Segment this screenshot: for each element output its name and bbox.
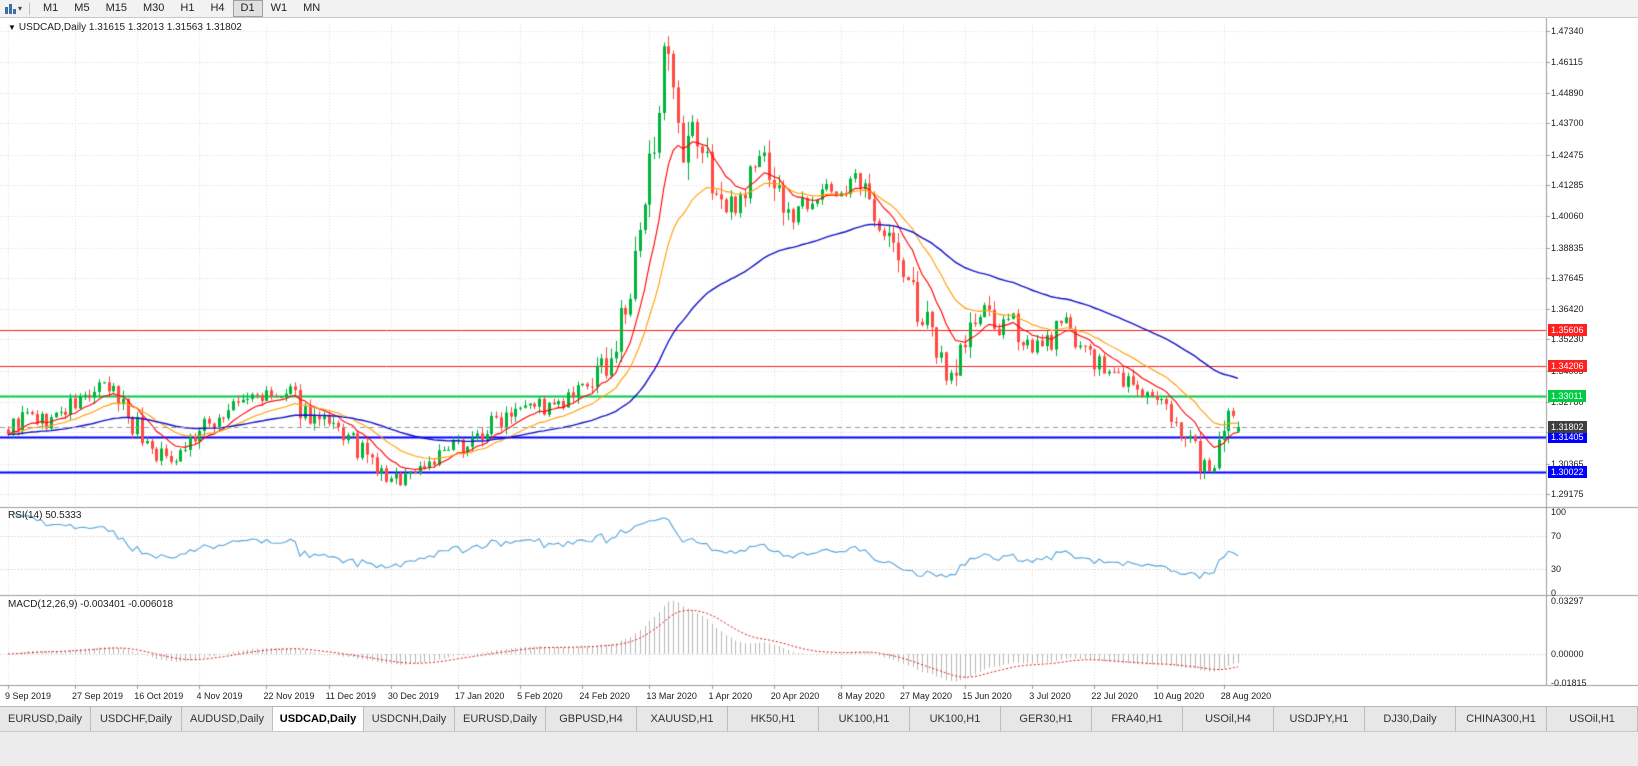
chart-tabs-bar: EURUSD,Daily USDCHF,Daily AUDUSD,Daily USDC… xyxy=(0,706,1638,731)
date-axis-label: 4 Nov 2019 xyxy=(196,691,243,701)
timeframe-button-M30[interactable]: M30 xyxy=(135,0,172,17)
price-axis-label: 1.42475 xyxy=(1551,149,1584,160)
date-axis-label: 28 Aug 2020 xyxy=(1220,691,1272,701)
date-axis-label: 13 Mar 2020 xyxy=(646,691,697,701)
date-axis-label: 5 Feb 2020 xyxy=(517,691,563,701)
chart-tab-USOil-H4[interactable]: USOil,H4 xyxy=(1183,707,1274,731)
chart-type-caret-icon[interactable]: ▾ xyxy=(18,4,23,13)
chart-tab-HK50-H1[interactable]: HK50,H1 xyxy=(728,707,819,731)
chart-tab-EURUSD-Daily[interactable]: EURUSD,Daily xyxy=(455,707,546,731)
price-level-badge: 1.31405 xyxy=(1548,431,1587,443)
timeframe-button-M5[interactable]: M5 xyxy=(66,0,97,17)
rsi-title: RSI(14) 50.5333 xyxy=(8,510,82,521)
chart-tab-DJ30-Daily[interactable]: DJ30,Daily xyxy=(1365,707,1456,731)
timeframe-button-H1[interactable]: H1 xyxy=(172,0,202,17)
chart-title-text: USDCAD,Daily 1.31615 1.32013 1.31563 1.3… xyxy=(18,22,242,33)
date-axis-label: 17 Jan 2020 xyxy=(454,691,505,701)
price-axis-label: 1.38835 xyxy=(1551,242,1584,253)
macd-axis-label: 0.00000 xyxy=(1551,648,1584,659)
price-axis-label: 1.47340 xyxy=(1551,25,1584,36)
timeframe-button-D1[interactable]: D1 xyxy=(232,0,263,17)
chart-tab-UK100-H1[interactable]: UK100,H1 xyxy=(819,707,910,731)
price-level-badge: 1.34206 xyxy=(1548,359,1587,372)
current-price-badge: 1.31802 xyxy=(1548,420,1587,433)
timeframe-button-H4[interactable]: H4 xyxy=(202,0,232,17)
price-axis-label: 1.44890 xyxy=(1551,88,1584,99)
date-axis-label: 22 Jul 2020 xyxy=(1091,691,1138,701)
timeframe-buttons: M1 M5 M15 M30 H1 H4 D1 W1 MN xyxy=(35,0,328,17)
price-level-badge: 1.30022 xyxy=(1548,466,1587,479)
rsi-axis-label: 0 xyxy=(1551,588,1557,598)
chart-tab-XAUUSD-H1[interactable]: XAUUSD,H1 xyxy=(637,707,728,731)
date-axis-label: 22 Nov 2019 xyxy=(263,691,315,701)
toolbar-separator xyxy=(29,2,31,15)
price-axis-label: 1.30365 xyxy=(1551,458,1584,469)
date-axis-label: 16 Oct 2019 xyxy=(134,691,184,701)
candlestick-chart-icon[interactable] xyxy=(4,3,17,15)
price-level-badge: 1.33011 xyxy=(1548,390,1586,403)
macd-title: MACD(12,26,9) -0.003401 -0.006018 xyxy=(8,599,174,610)
date-axis-label: 8 May 2020 xyxy=(837,691,885,701)
date-axis-label: 11 Dec 2019 xyxy=(325,691,377,701)
date-axis-label: 9 Sep 2019 xyxy=(5,691,52,701)
price-axis-label: 1.36420 xyxy=(1551,304,1584,315)
date-axis-label: 15 Jun 2020 xyxy=(962,691,1012,701)
price-axis-label: 1.35230 xyxy=(1551,334,1584,345)
price-axis-label: 1.46115 xyxy=(1551,56,1583,67)
chart-tab-USDCHF-Daily[interactable]: USDCHF,Daily xyxy=(91,707,182,731)
macd-axis-label: -0.01815 xyxy=(1551,678,1587,688)
chart-tab-AUDUSD-Daily[interactable]: AUDUSD,Daily xyxy=(182,707,273,731)
date-axis-label: 3 Jul 2020 xyxy=(1029,691,1071,701)
date-axis-label: 24 Feb 2020 xyxy=(579,691,630,701)
price-axis-label: 1.43700 xyxy=(1551,118,1584,129)
date-axis-label: 20 Apr 2020 xyxy=(770,691,820,701)
rsi-axis-label: 30 xyxy=(1551,563,1562,574)
price-level-badge: 1.35606 xyxy=(1548,323,1587,336)
date-axis-label: 30 Dec 2019 xyxy=(387,691,439,701)
chart-tab-USDCAD-Daily[interactable]: USDCAD,Daily xyxy=(273,707,364,731)
price-axis-label: 1.37645 xyxy=(1551,272,1584,283)
timeframe-button-MN[interactable]: MN xyxy=(295,0,328,17)
macd-axis-label: 0.03297 xyxy=(1551,596,1584,606)
chart-title: ▼ USDCAD,Daily 1.31615 1.32013 1.31563 1.… xyxy=(8,22,242,33)
timeframe-button-M15[interactable]: M15 xyxy=(98,0,135,17)
date-axis-label: 1 Apr 2020 xyxy=(708,691,753,701)
date-axis-label: 27 Sep 2019 xyxy=(72,691,124,701)
price-chart-canvas[interactable] xyxy=(0,18,1638,706)
chart-tab-UK100-H1[interactable]: UK100,H1 xyxy=(910,707,1001,731)
chart-shift-marker-icon: ▼ xyxy=(8,23,16,32)
rsi-axis-label: 70 xyxy=(1551,531,1562,542)
chart-tab-GBPUSD-H4[interactable]: GBPUSD,H4 xyxy=(546,707,637,731)
chart-tab-FRA40-H1[interactable]: FRA40,H1 xyxy=(1092,707,1183,731)
date-axis-label: 10 Aug 2020 xyxy=(1153,691,1205,701)
top-toolbar: ▾ M1 M5 M15 M30 H1 H4 D1 W1 MN xyxy=(0,0,1638,18)
price-axis-label: 1.41285 xyxy=(1551,180,1584,191)
chart-tab-USDCNH-Daily[interactable]: USDCNH,Daily xyxy=(364,707,455,731)
chart-tab-USOil-H1[interactable]: USOil,H1 xyxy=(1547,707,1638,731)
chart-tab-USDJPY-H1[interactable]: USDJPY,H1 xyxy=(1274,707,1365,731)
timeframe-button-M1[interactable]: M1 xyxy=(35,0,66,17)
date-axis-label: 27 May 2020 xyxy=(899,691,953,701)
timeframe-button-W1[interactable]: W1 xyxy=(263,0,296,17)
price-axis-label: 1.29175 xyxy=(1551,488,1584,499)
price-axis-label: 1.40060 xyxy=(1551,211,1584,222)
status-bar xyxy=(0,731,1638,766)
rsi-axis-label: 100 xyxy=(1551,507,1567,517)
chart-tab-GER30-H1[interactable]: GER30,H1 xyxy=(1001,707,1092,731)
chart-tab-EURUSD-Daily[interactable]: EURUSD,Daily xyxy=(0,707,91,731)
chart-area[interactable]: ▼ USDCAD,Daily 1.31615 1.32013 1.31563 1.… xyxy=(0,18,1638,706)
chart-tab-CHINA300-H1[interactable]: CHINA300,H1 xyxy=(1456,707,1547,731)
